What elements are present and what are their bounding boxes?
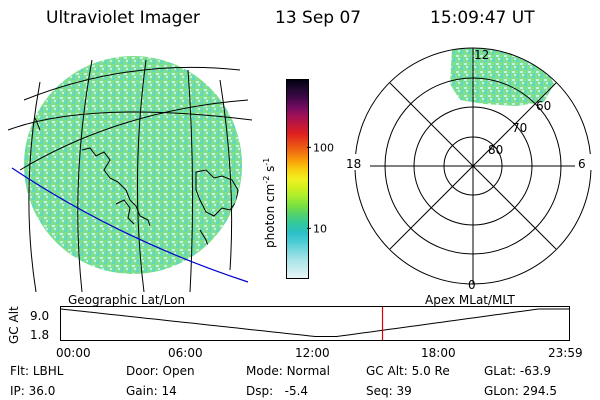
auroral-oval-segment xyxy=(450,48,554,106)
ip-field: IP: 36.0 xyxy=(10,384,56,398)
apex-label: Apex MLat/MLT xyxy=(425,293,515,307)
geographic-label: Geographic Lat/Lon xyxy=(68,293,186,307)
mlt-label-18: 18 xyxy=(346,157,361,171)
colorbar-tick-label: 100 xyxy=(313,141,334,154)
coastline xyxy=(29,109,239,274)
mlat-label-60: 60 xyxy=(536,99,551,113)
xtick-0000: 00:00 xyxy=(56,346,91,360)
mlt-label-6: 6 xyxy=(578,157,586,171)
auroral-disc xyxy=(24,56,242,274)
mode-field: Mode: Normal xyxy=(246,364,330,378)
filter-field: Flt: LBHL xyxy=(10,364,64,378)
image-date: 13 Sep 07 xyxy=(275,8,362,28)
altitude-timeline xyxy=(60,306,570,341)
polar-plot: 12 18 6 0 60 70 80 xyxy=(346,47,593,292)
colorbar-ticks: 100 10 xyxy=(307,141,334,235)
instrument-title: Ultraviolet Imager xyxy=(46,8,200,28)
gcalt-field: GC Alt: 5.0 Re xyxy=(366,364,450,378)
polar-grid xyxy=(354,47,592,285)
mlat-label-80: 80 xyxy=(488,143,503,157)
seq-field: Seq: 39 xyxy=(366,384,412,398)
gain-field: Gain: 14 xyxy=(126,384,177,398)
orbit-track xyxy=(11,167,249,283)
image-time: 15:09:47 UT xyxy=(430,8,535,28)
dsp-field: Dsp: -5.4 xyxy=(246,384,309,398)
geographic-image xyxy=(7,56,253,293)
ytick-upper: 9.0 xyxy=(30,309,50,323)
xtick-1200: 12:00 xyxy=(295,346,330,360)
glat-field: GLat: -63.9 xyxy=(484,364,551,378)
colorbar-unit-label: photon cm-2 s-1 xyxy=(262,157,277,248)
glon-field: GLon: 294.5 xyxy=(484,384,557,398)
xtick-1800: 18:00 xyxy=(421,346,456,360)
timeline-axis-label: GC Alt xyxy=(7,306,21,344)
door-field: Door: Open xyxy=(126,364,195,378)
ytick-lower: 1.8 xyxy=(30,328,50,342)
mlt-label-0: 0 xyxy=(468,278,476,292)
xtick-2359: 23:59 xyxy=(548,346,583,360)
xtick-0600: 06:00 xyxy=(168,346,203,360)
mlt-label-12: 12 xyxy=(474,48,489,62)
mlat-label-70: 70 xyxy=(512,121,527,135)
altitude-curve xyxy=(60,308,570,337)
colorbar xyxy=(286,79,309,279)
colorbar-tick-label: 10 xyxy=(313,222,327,235)
lat-lon-grid xyxy=(7,59,253,293)
